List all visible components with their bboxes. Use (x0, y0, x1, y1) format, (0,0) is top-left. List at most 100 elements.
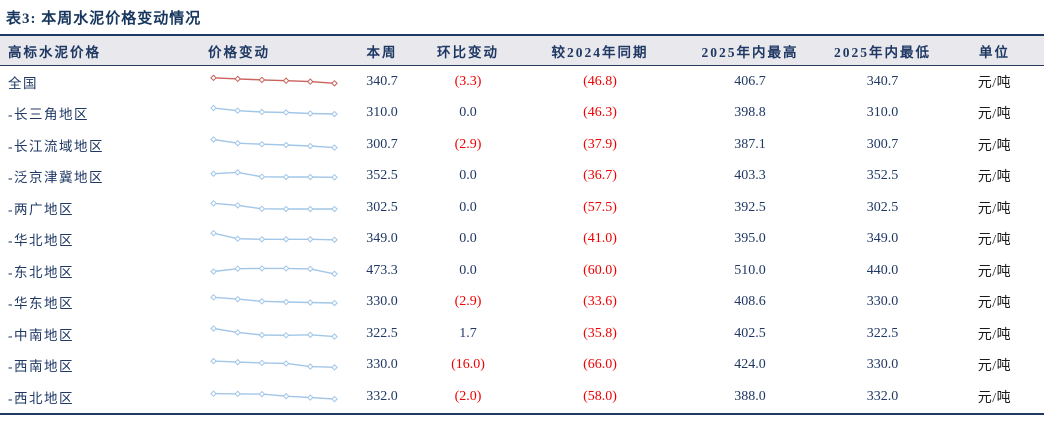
unit-cell: 元/吨 (977, 170, 1012, 186)
data-point-marker (331, 174, 338, 181)
data-point-marker (306, 205, 314, 213)
price-trend-sparkline (210, 358, 338, 371)
unit-cell: 元/吨 (977, 327, 1012, 343)
week-value-cell: 349.0 (366, 231, 398, 247)
region-label-cell: -华北地区 (8, 233, 74, 249)
yoy-change-cell: (46.3) (583, 105, 617, 121)
week-value-cell: 300.7 (366, 136, 398, 152)
week-value-cell: 302.5 (366, 199, 398, 215)
wow-change-cell: (3.3) (454, 73, 482, 89)
data-point-marker (210, 390, 217, 397)
data-point-marker (282, 205, 290, 213)
sparkline-cell (200, 224, 348, 256)
data-point-marker (306, 331, 314, 338)
data-point-marker (210, 170, 217, 178)
table-header-row: 高标水泥价格 价格变动 本周 环比变动 较2024年同期 2025年内最高 20… (0, 35, 1044, 66)
year-low-cell: 310.0 (866, 105, 899, 121)
data-point-marker (306, 110, 314, 118)
data-point-marker (331, 333, 338, 340)
price-trend-sparkline (210, 199, 338, 213)
region-label-cell: -泛京津冀地区 (8, 170, 104, 186)
wow-change-cell: (16.0) (451, 357, 485, 373)
data-point-marker (282, 298, 290, 306)
header-2025-low: 2025年内最低 (820, 35, 945, 66)
data-point-marker (331, 236, 338, 244)
unit-cell: 元/吨 (977, 138, 1012, 154)
data-point-marker (306, 363, 314, 371)
data-point-marker (282, 141, 290, 149)
sparkline-cell (200, 381, 348, 414)
data-point-marker (282, 77, 290, 84)
header-2025-high: 2025年内最高 (680, 35, 820, 66)
region-label-cell: -西北地区 (8, 390, 74, 406)
data-point-marker (258, 205, 266, 212)
yoy-change-cell: (35.8) (583, 325, 617, 341)
week-value-cell: 340.7 (366, 73, 398, 89)
data-point-marker (331, 270, 338, 277)
data-point-marker (210, 294, 217, 301)
wow-change-cell: (2.9) (454, 294, 482, 310)
sparkline-cell (200, 350, 348, 382)
data-point-marker (210, 267, 217, 275)
region-label-cell: -华东地区 (8, 296, 74, 312)
year-low-cell: 330.0 (866, 357, 899, 373)
table-row: -中南地区 322.5 1.7 (35.8) 402.5 322.5 元/吨 (0, 318, 1044, 350)
unit-cell: 元/吨 (977, 296, 1012, 312)
header-cement-price: 高标水泥价格 (0, 35, 200, 66)
data-point-marker (210, 324, 217, 332)
data-point-marker (306, 78, 314, 85)
price-trend-sparkline (210, 294, 338, 307)
region-label-cell: -长江流域地区 (8, 138, 104, 154)
yoy-change-cell: (41.0) (583, 231, 617, 247)
yoy-change-cell: (46.8) (583, 73, 617, 89)
data-point-marker (234, 235, 242, 243)
header-vs-2024: 较2024年同期 (520, 35, 680, 66)
unit-cell: 元/吨 (977, 201, 1012, 217)
header-price-change: 价格变动 (200, 35, 348, 66)
table-row: -西南地区 330.0 (16.0) (66.0) 424.0 330.0 元/… (0, 350, 1044, 382)
week-value-cell: 330.0 (366, 294, 398, 310)
data-point-marker (306, 265, 314, 272)
price-trend-sparkline (210, 169, 338, 181)
year-high-cell: 392.5 (734, 199, 766, 215)
data-point-marker (234, 296, 242, 303)
header-this-week: 本周 (348, 35, 416, 66)
data-point-marker (258, 236, 266, 243)
table-row: -华东地区 330.0 (2.9) (33.6) 408.6 330.0 元/吨 (0, 287, 1044, 319)
price-trend-sparkline (210, 390, 338, 403)
data-point-marker (210, 74, 217, 81)
data-point-marker (258, 390, 266, 398)
week-value-cell: 352.5 (366, 168, 398, 184)
table-row: -华北地区 349.0 0.0 (41.0) 395.0 349.0 元/吨 (0, 224, 1044, 256)
region-label-cell: -西南地区 (8, 359, 74, 375)
region-label-cell: -长三角地区 (8, 107, 89, 123)
week-value-cell: 473.3 (366, 262, 398, 278)
data-point-marker (331, 144, 338, 151)
wow-change-cell: 0.0 (459, 199, 477, 215)
data-point-marker (234, 75, 242, 82)
data-point-marker (282, 392, 290, 400)
data-point-marker (258, 76, 266, 83)
data-point-marker (331, 110, 338, 118)
data-point-marker (210, 135, 217, 143)
year-high-cell: 388.0 (734, 388, 766, 404)
unit-cell: 元/吨 (977, 107, 1012, 123)
year-low-cell: 349.0 (866, 231, 899, 247)
cement-price-table: 高标水泥价格 价格变动 本周 环比变动 较2024年同期 2025年内最高 20… (0, 34, 1044, 415)
table-row: -长江流域地区 300.7 (2.9) (37.9) 387.1 300.7 元… (0, 129, 1044, 161)
year-high-cell: 510.0 (734, 262, 766, 278)
data-point-marker (282, 264, 290, 272)
sparkline-cell (200, 66, 348, 98)
region-label-cell: -两广地区 (8, 201, 74, 217)
year-high-cell: 406.7 (734, 73, 766, 89)
week-value-cell: 330.0 (366, 357, 398, 373)
data-point-marker (210, 199, 217, 207)
yoy-change-cell: (33.6) (583, 294, 617, 310)
header-wow-change: 环比变动 (416, 35, 520, 66)
table-row: -东北地区 473.3 0.0 (60.0) 510.0 440.0 元/吨 (0, 255, 1044, 287)
week-value-cell: 310.0 (366, 105, 398, 121)
year-low-cell: 440.0 (866, 262, 899, 278)
wow-change-cell: 0.0 (459, 105, 477, 121)
price-trend-sparkline (210, 324, 338, 340)
data-point-marker (234, 169, 242, 176)
